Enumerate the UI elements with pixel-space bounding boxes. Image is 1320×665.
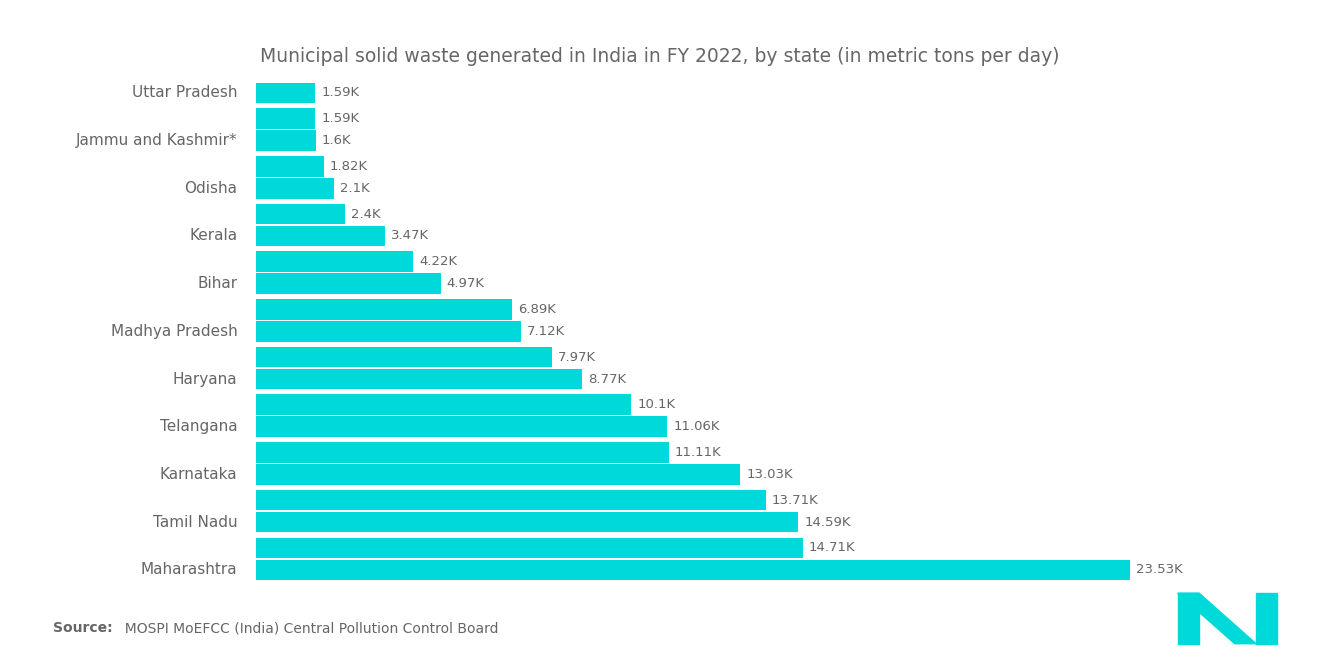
Bar [256,178,334,199]
Bar [1177,593,1199,644]
Text: 14.71K: 14.71K [809,541,855,555]
Text: Bihar: Bihar [198,276,238,291]
Text: Haryana: Haryana [173,372,238,386]
Text: 3.47K: 3.47K [391,229,429,243]
Text: Odisha: Odisha [185,181,238,196]
Text: Karnataka: Karnataka [160,467,238,482]
Text: 1.82K: 1.82K [330,160,368,173]
Bar [256,156,323,177]
Text: Tamil Nadu: Tamil Nadu [153,515,238,529]
Bar [256,203,346,224]
Text: Jammu and Kashmir*: Jammu and Kashmir* [77,133,238,148]
Text: Maharashtra: Maharashtra [141,563,238,577]
Bar [256,537,803,558]
Text: 23.53K: 23.53K [1137,563,1183,577]
Bar [256,225,385,246]
Bar [1257,593,1278,644]
Bar [256,416,667,437]
Bar [256,394,631,415]
Text: 1.59K: 1.59K [321,86,359,100]
Text: 13.71K: 13.71K [771,493,818,507]
Text: 11.06K: 11.06K [673,420,719,433]
Text: 10.1K: 10.1K [638,398,676,411]
Text: 7.97K: 7.97K [558,350,597,364]
Bar [256,108,315,129]
Bar [256,346,552,367]
Bar [256,130,315,151]
Bar [256,559,1130,580]
Bar [256,490,766,511]
Bar [256,369,582,389]
Text: 1.59K: 1.59K [321,112,359,125]
Text: 1.6K: 1.6K [322,134,351,147]
Text: 4.22K: 4.22K [418,255,457,268]
Text: 11.11K: 11.11K [675,446,722,459]
Text: Madhya Pradesh: Madhya Pradesh [111,324,238,339]
Text: Telangana: Telangana [160,419,238,434]
Text: 13.03K: 13.03K [746,468,793,481]
Text: 6.89K: 6.89K [519,303,556,316]
Bar [256,512,799,533]
Bar [256,251,413,272]
Bar [256,464,741,485]
Text: 8.77K: 8.77K [587,372,626,386]
Text: Kerala: Kerala [190,229,238,243]
Text: MOSPI MoEFCC (India) Central Pollution Control Board: MOSPI MoEFCC (India) Central Pollution C… [116,621,499,635]
Text: Municipal solid waste generated in India in FY 2022, by state (in metric tons pe: Municipal solid waste generated in India… [260,47,1060,66]
Bar [256,273,441,294]
Text: Uttar Pradesh: Uttar Pradesh [132,85,238,100]
Bar [256,321,520,342]
Polygon shape [1177,593,1257,644]
Text: 2.4K: 2.4K [351,207,381,221]
Text: Source:: Source: [53,621,112,635]
Bar [256,82,315,103]
Bar [256,299,512,320]
Bar [256,442,669,463]
Text: 7.12K: 7.12K [527,325,565,338]
Text: 2.1K: 2.1K [341,182,370,195]
Text: 14.59K: 14.59K [804,515,850,529]
Text: 4.97K: 4.97K [446,277,484,290]
